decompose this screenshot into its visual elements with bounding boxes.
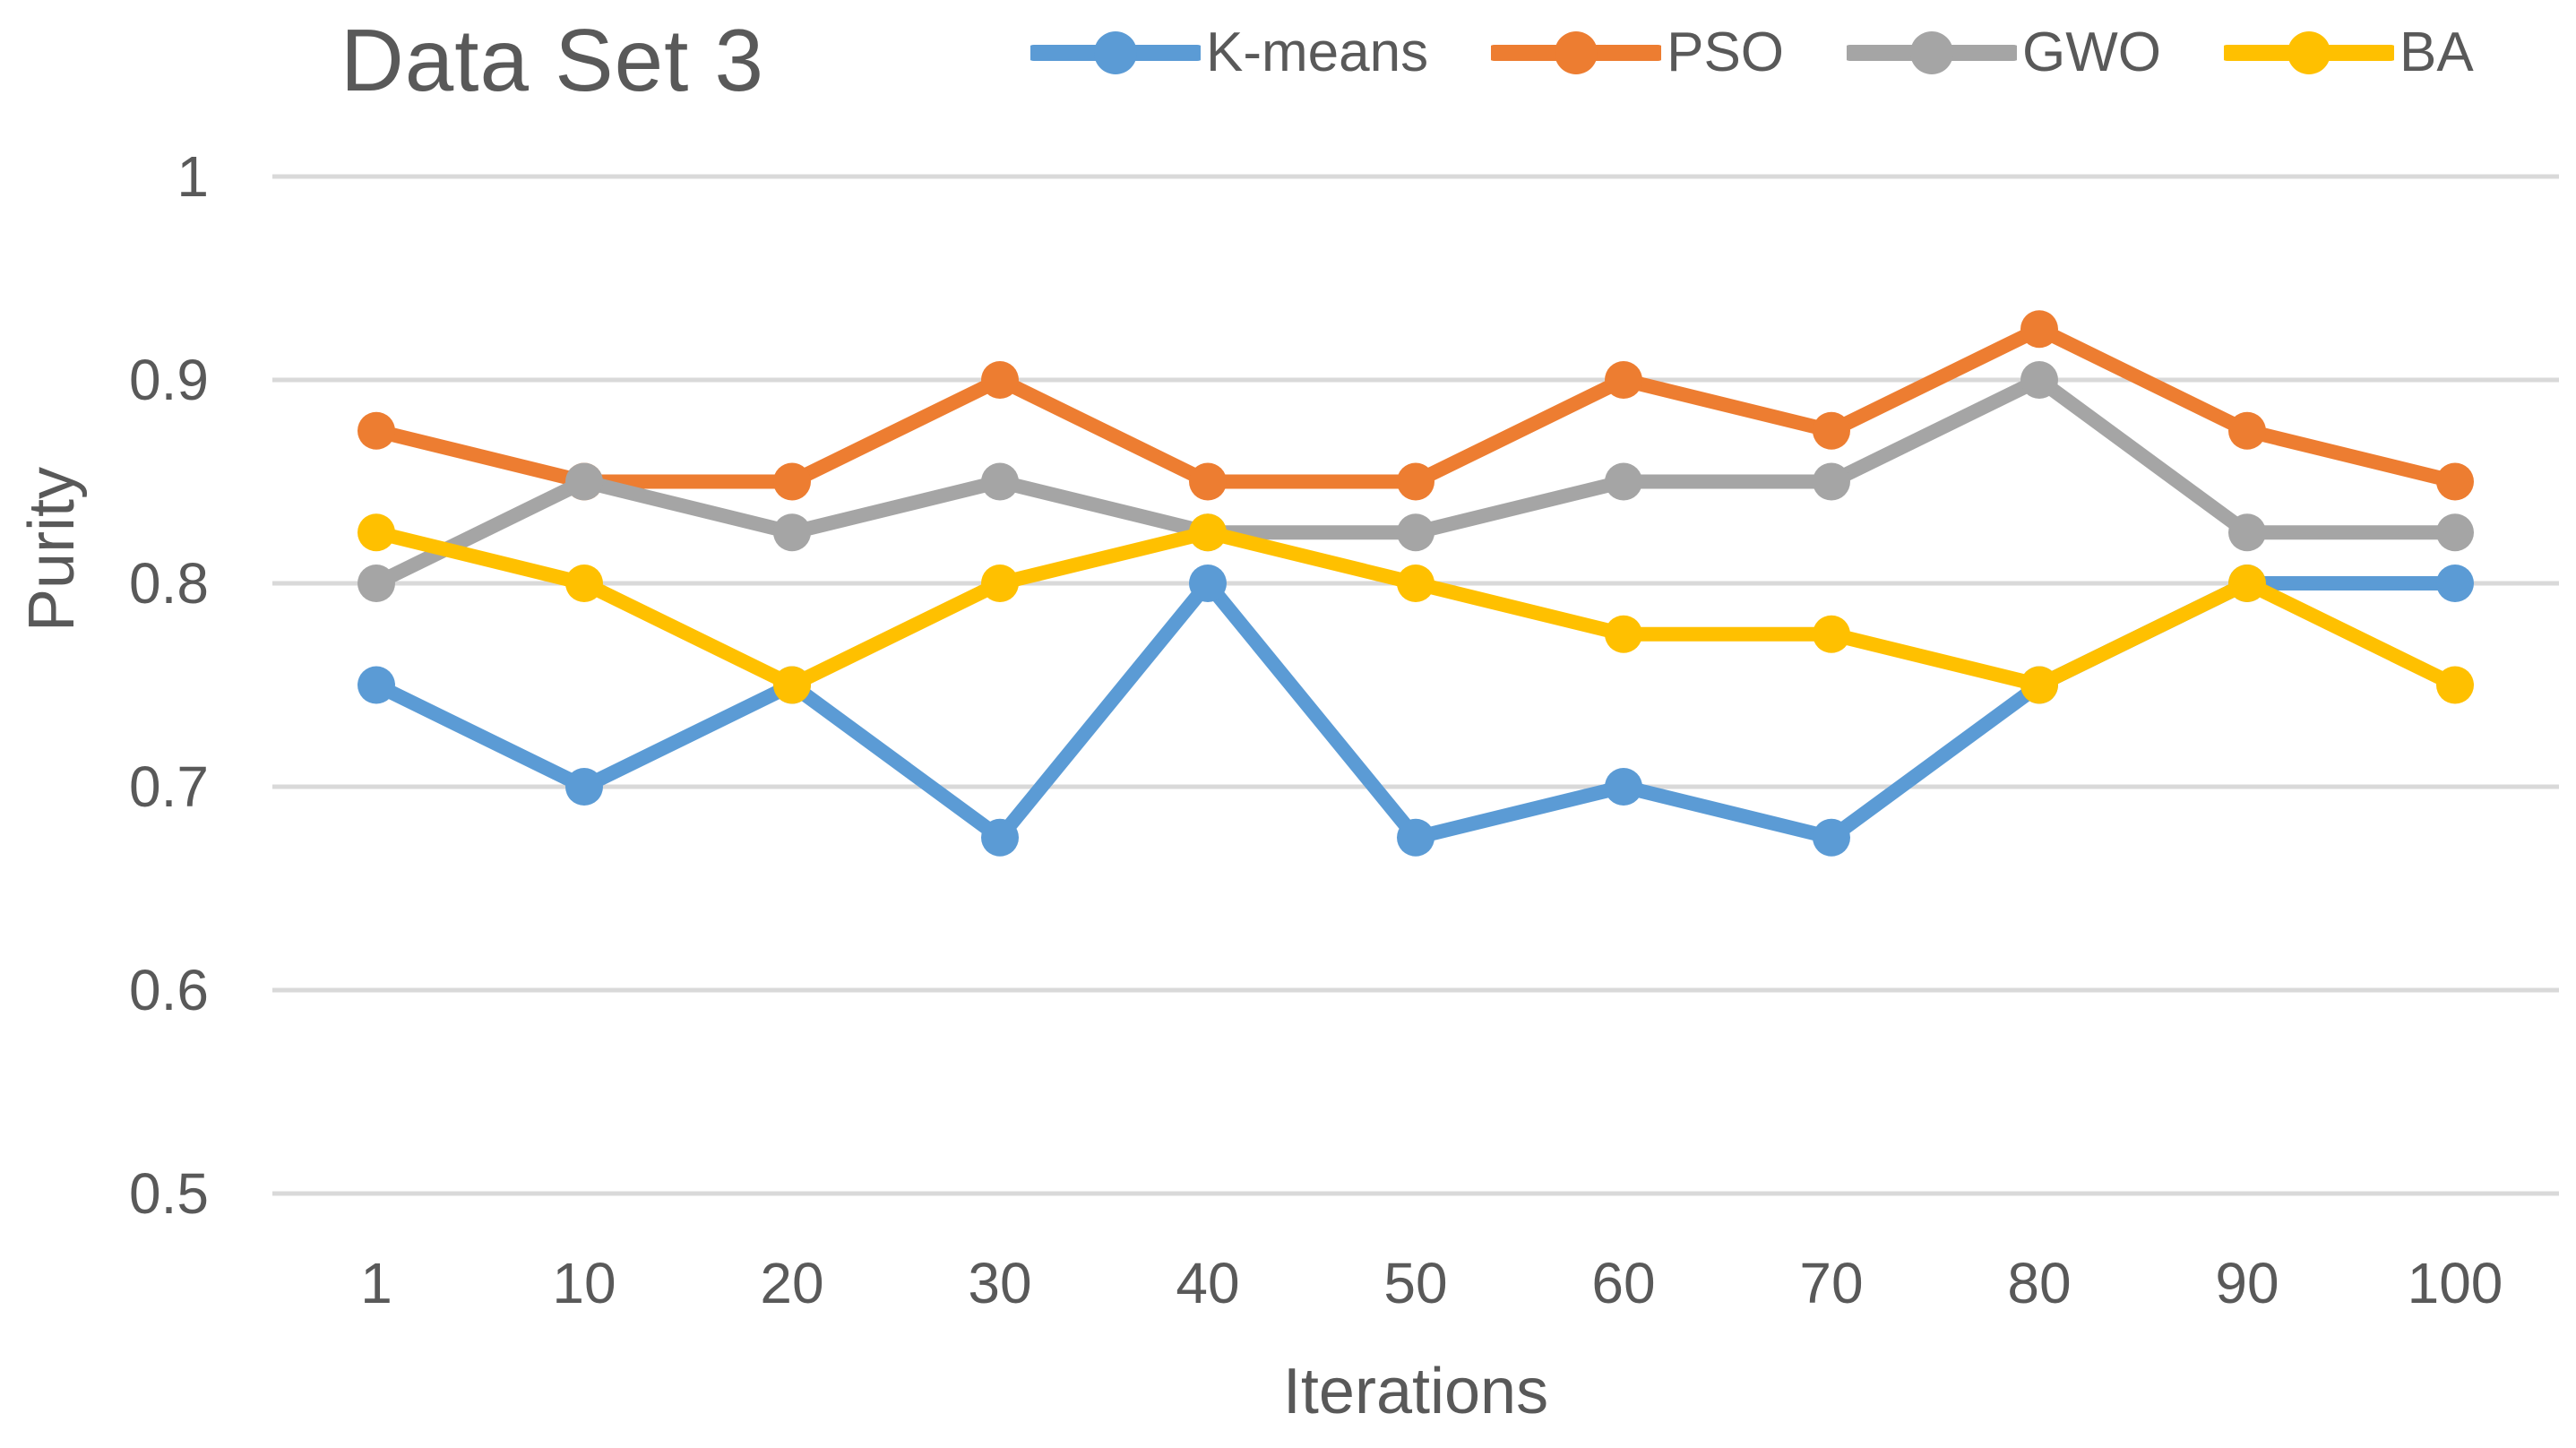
- series-line-k-means: [369, 576, 2462, 845]
- data-point-ba: [2228, 565, 2266, 602]
- x-tick-label: 70: [1799, 1251, 1863, 1315]
- data-point-gwo: [358, 565, 395, 602]
- legend-dot: [1555, 31, 1598, 74]
- legend-label: GWO: [2022, 22, 2162, 83]
- data-point-gwo: [2228, 513, 2266, 552]
- legend-line-marker-icon: [1847, 31, 2018, 74]
- series-line-ba: [369, 525, 2462, 693]
- data-point-gwo: [1605, 462, 1642, 501]
- data-point-k-means: [1189, 565, 1227, 602]
- data-point-pso: [2228, 411, 2266, 450]
- data-point-pso: [1397, 462, 1434, 501]
- legend-item-pso: PSO: [1491, 25, 1784, 81]
- y-tick-label: 0.8: [129, 551, 209, 616]
- legend-label: BA: [2399, 22, 2474, 83]
- legend-dot: [1094, 31, 1137, 74]
- data-point-pso: [2020, 310, 2058, 349]
- data-point-gwo: [981, 462, 1019, 501]
- data-point-ba: [565, 565, 603, 602]
- data-point-gwo: [2020, 361, 2058, 399]
- y-tick-label: 0.6: [129, 958, 209, 1022]
- data-point-ba: [1189, 513, 1227, 552]
- y-tick-label: 0.7: [129, 754, 209, 819]
- data-point-k-means: [1605, 768, 1642, 806]
- data-point-k-means: [1397, 818, 1434, 857]
- data-point-k-means: [565, 768, 603, 806]
- data-point-ba: [358, 513, 395, 552]
- data-point-pso: [1813, 411, 1850, 450]
- data-point-ba: [2436, 666, 2474, 704]
- legend-label: K-means: [1206, 22, 1429, 83]
- legend-item-gwo: GWO: [1847, 25, 2161, 81]
- legend-line-marker-icon: [2224, 31, 2395, 74]
- x-tick-label: 100: [2408, 1251, 2503, 1315]
- x-tick-label: 50: [1383, 1251, 1447, 1315]
- y-tick-label: 1: [177, 144, 209, 209]
- data-point-pso: [2436, 462, 2474, 501]
- data-point-pso: [358, 411, 395, 450]
- data-point-k-means: [981, 818, 1019, 857]
- data-point-gwo: [773, 513, 811, 552]
- data-point-ba: [1397, 565, 1434, 602]
- data-point-k-means: [1813, 818, 1850, 857]
- data-point-k-means: [2436, 565, 2474, 602]
- legend-line-marker-icon: [1030, 31, 1201, 74]
- data-point-pso: [1605, 361, 1642, 399]
- data-point-gwo: [2436, 513, 2474, 552]
- data-point-ba: [981, 565, 1019, 602]
- legend-item-k-means: K-means: [1030, 25, 1428, 81]
- data-point-gwo: [1813, 462, 1850, 501]
- x-tick-label: 60: [1591, 1251, 1655, 1315]
- data-point-pso: [773, 462, 811, 501]
- legend-dot: [1910, 31, 1954, 74]
- x-tick-label: 1: [360, 1251, 392, 1315]
- x-tick-label: 40: [1176, 1251, 1239, 1315]
- data-point-gwo: [1397, 513, 1434, 552]
- chart-title: Data Set 3: [340, 11, 765, 109]
- data-point-ba: [1813, 615, 1850, 653]
- data-point-ba: [2020, 666, 2058, 704]
- data-point-k-means: [358, 666, 395, 704]
- data-point-gwo: [565, 462, 603, 501]
- x-tick-label: 30: [968, 1251, 1031, 1315]
- legend-dot: [2287, 31, 2331, 74]
- legend-item-ba: BA: [2224, 25, 2474, 81]
- y-tick-label: 0.5: [129, 1161, 209, 1226]
- legend-label: PSO: [1667, 22, 1785, 83]
- x-tick-label: 20: [760, 1251, 823, 1315]
- x-tick-label: 10: [552, 1251, 616, 1315]
- legend-line-marker-icon: [1491, 31, 1662, 74]
- data-point-ba: [1605, 615, 1642, 653]
- y-axis-title: Purity: [16, 466, 88, 632]
- x-tick-label: 80: [2007, 1251, 2071, 1315]
- legend: K-means PSO GWO BA: [1030, 25, 2474, 81]
- data-point-pso: [981, 361, 1019, 399]
- x-tick-label: 90: [2215, 1251, 2279, 1315]
- data-point-pso: [1189, 462, 1227, 501]
- x-axis-title: Iterations: [1282, 1356, 1549, 1427]
- data-point-ba: [773, 666, 811, 704]
- y-tick-label: 0.9: [129, 348, 209, 412]
